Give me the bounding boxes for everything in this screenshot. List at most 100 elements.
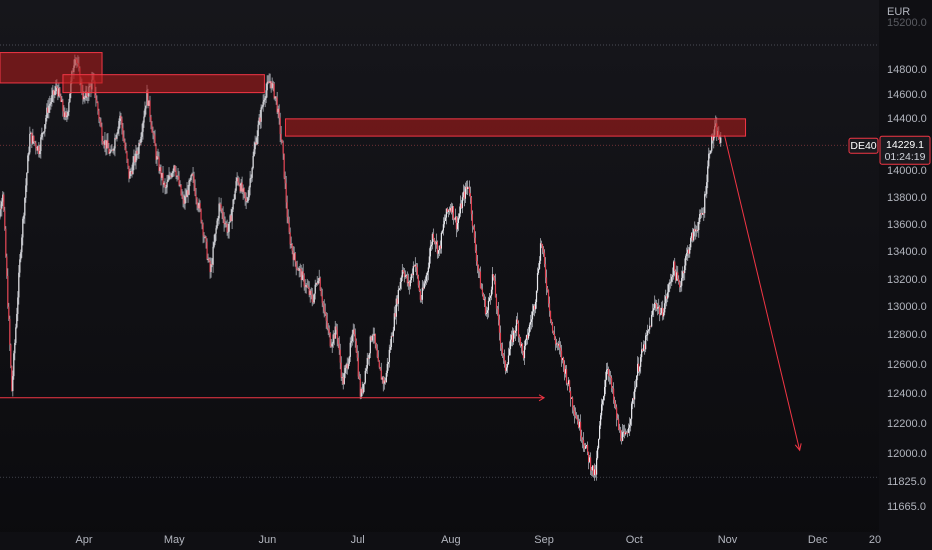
candle-body bbox=[697, 229, 699, 231]
candle-body bbox=[201, 221, 203, 225]
candle-body bbox=[298, 268, 300, 271]
candle-body bbox=[366, 357, 368, 369]
candle-body bbox=[371, 335, 373, 341]
candle-body bbox=[140, 136, 142, 143]
candle-body bbox=[344, 368, 346, 373]
candle-body bbox=[240, 182, 242, 192]
candle-body bbox=[584, 446, 587, 449]
candle-body bbox=[690, 237, 692, 248]
symbol-label: DE40 bbox=[850, 140, 876, 152]
candle-body bbox=[68, 102, 70, 112]
candle-body bbox=[405, 275, 407, 276]
candle-body bbox=[235, 181, 237, 191]
candle-body bbox=[53, 90, 55, 95]
candle-body bbox=[267, 81, 269, 83]
candle-body bbox=[565, 369, 568, 383]
candle-body bbox=[261, 106, 263, 108]
candle-body bbox=[219, 203, 221, 205]
candle-body bbox=[236, 177, 238, 182]
candle-body bbox=[173, 165, 175, 171]
candle-body bbox=[19, 259, 21, 273]
candle-body bbox=[101, 126, 103, 141]
candle-body bbox=[22, 218, 24, 238]
candle-body bbox=[497, 309, 500, 320]
candle-body bbox=[43, 131, 45, 133]
candle-body bbox=[396, 298, 398, 304]
candle-body bbox=[170, 176, 172, 178]
candle-body bbox=[514, 330, 517, 333]
time-axis-bg bbox=[0, 532, 932, 550]
candle-body bbox=[670, 281, 672, 283]
candle-body bbox=[309, 290, 311, 295]
candle-body bbox=[636, 375, 638, 388]
candle-body bbox=[197, 205, 199, 209]
candle-body bbox=[251, 167, 253, 178]
candle-body bbox=[166, 181, 168, 188]
candle-body bbox=[608, 369, 610, 376]
candle-body bbox=[524, 339, 527, 346]
price-tick-label: 12000.0 bbox=[887, 448, 927, 460]
candle-body bbox=[424, 280, 426, 284]
candle-body bbox=[55, 86, 57, 92]
candle-body bbox=[133, 156, 135, 163]
candle-body bbox=[645, 335, 647, 350]
candle-body bbox=[27, 155, 29, 174]
candle-body bbox=[546, 287, 549, 291]
candle-body bbox=[655, 302, 657, 304]
candle-body bbox=[16, 313, 18, 328]
candle-body bbox=[686, 252, 688, 257]
candle-body bbox=[32, 135, 34, 144]
candle-body bbox=[571, 397, 574, 408]
candle-body bbox=[116, 133, 118, 139]
candle-body bbox=[47, 107, 49, 113]
candle-body bbox=[506, 364, 509, 368]
candle-body bbox=[265, 90, 267, 99]
candle-body bbox=[613, 388, 615, 400]
candle-body bbox=[399, 282, 401, 289]
candle-body bbox=[427, 267, 429, 273]
candle-body bbox=[507, 355, 510, 365]
candle-body bbox=[380, 370, 382, 380]
candle-body bbox=[533, 305, 536, 310]
candle-body bbox=[33, 135, 35, 142]
candle-body bbox=[321, 295, 323, 303]
candle-body bbox=[198, 203, 200, 209]
candle-body bbox=[391, 335, 393, 337]
candle-body bbox=[577, 420, 580, 428]
candle-body bbox=[484, 299, 487, 314]
candle-body bbox=[395, 298, 397, 317]
candle-body bbox=[568, 380, 571, 392]
candle-body bbox=[4, 210, 6, 229]
candle-body bbox=[314, 284, 316, 294]
price-axis-bg bbox=[879, 0, 932, 532]
candle-body bbox=[610, 376, 612, 379]
candle-body bbox=[177, 175, 179, 177]
candle-body bbox=[57, 87, 59, 97]
candle-body bbox=[597, 438, 600, 448]
candle-body bbox=[650, 325, 652, 327]
candle-body bbox=[625, 432, 627, 435]
candle-body bbox=[108, 148, 110, 154]
candle-body bbox=[614, 399, 616, 404]
candle-body bbox=[453, 218, 456, 220]
candle-body bbox=[1, 201, 3, 209]
candle-body bbox=[216, 220, 218, 229]
candle-body bbox=[181, 194, 183, 198]
candle-body bbox=[574, 415, 577, 417]
candle-body bbox=[334, 326, 336, 339]
candle-body bbox=[465, 187, 468, 190]
candle-body bbox=[551, 323, 554, 332]
candle-body bbox=[669, 282, 671, 285]
candle-body bbox=[591, 465, 594, 471]
candle-body bbox=[583, 444, 586, 449]
candle-body bbox=[335, 326, 337, 330]
candle-body bbox=[95, 95, 97, 100]
candle-body bbox=[59, 88, 61, 97]
candle-body bbox=[490, 289, 493, 296]
candle-body bbox=[225, 223, 227, 225]
candle-body bbox=[648, 329, 650, 331]
candle-body bbox=[7, 275, 9, 307]
candle-body bbox=[627, 432, 629, 434]
candle-body bbox=[157, 156, 159, 158]
